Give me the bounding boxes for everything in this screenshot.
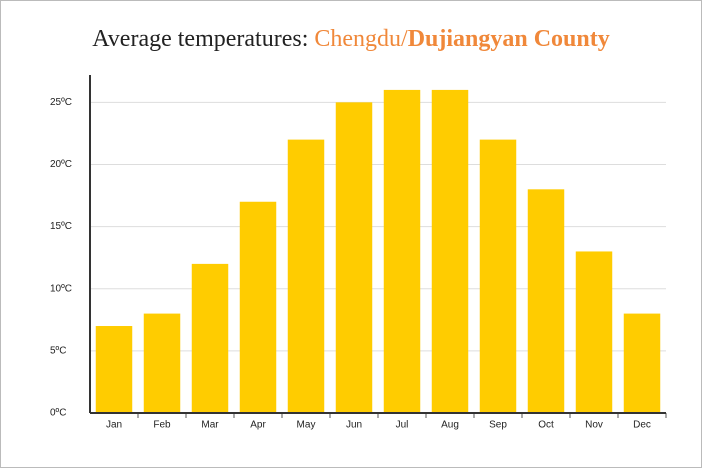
bar [335,102,373,414]
title-county: Dujiangyan County [408,26,610,52]
bar [575,251,613,413]
bar [239,201,277,413]
x-tick-label: Jun [346,420,362,431]
y-tick-label: 20ºC [50,159,72,170]
x-tick-label: Oct [538,420,554,431]
x-tick-label: Jan [106,420,122,431]
bar [191,263,229,413]
y-tick-label: 0ºC [50,408,66,419]
x-tick-label: Apr [250,420,266,431]
x-tick-label: Nov [585,420,603,431]
title-text: Average temperatures: [92,26,314,52]
y-tick-label: 5ºC [50,346,66,357]
bar [479,139,517,413]
x-tick-label: Feb [153,420,171,431]
x-tick-label: Jul [396,420,409,431]
chart-title: Average temperatures: Chengdu/Dujiangyan… [92,26,610,52]
x-tick-label: Sep [489,420,507,431]
x-tick-label: Dec [633,420,651,431]
bar [383,89,421,413]
bar [287,139,325,413]
y-tick-label: 25ºC [50,97,72,108]
x-tick-label: May [297,420,316,431]
bar [143,313,181,413]
x-tick-label: Aug [441,420,459,431]
y-tick-label: 15ºC [50,221,72,232]
x-tick-label: Mar [201,420,219,431]
title-city: Chengdu/ [314,26,408,52]
bar [431,89,469,413]
bar [527,189,565,413]
bar [95,326,133,413]
bar [623,313,661,413]
y-tick-label: 10ºC [50,283,72,294]
